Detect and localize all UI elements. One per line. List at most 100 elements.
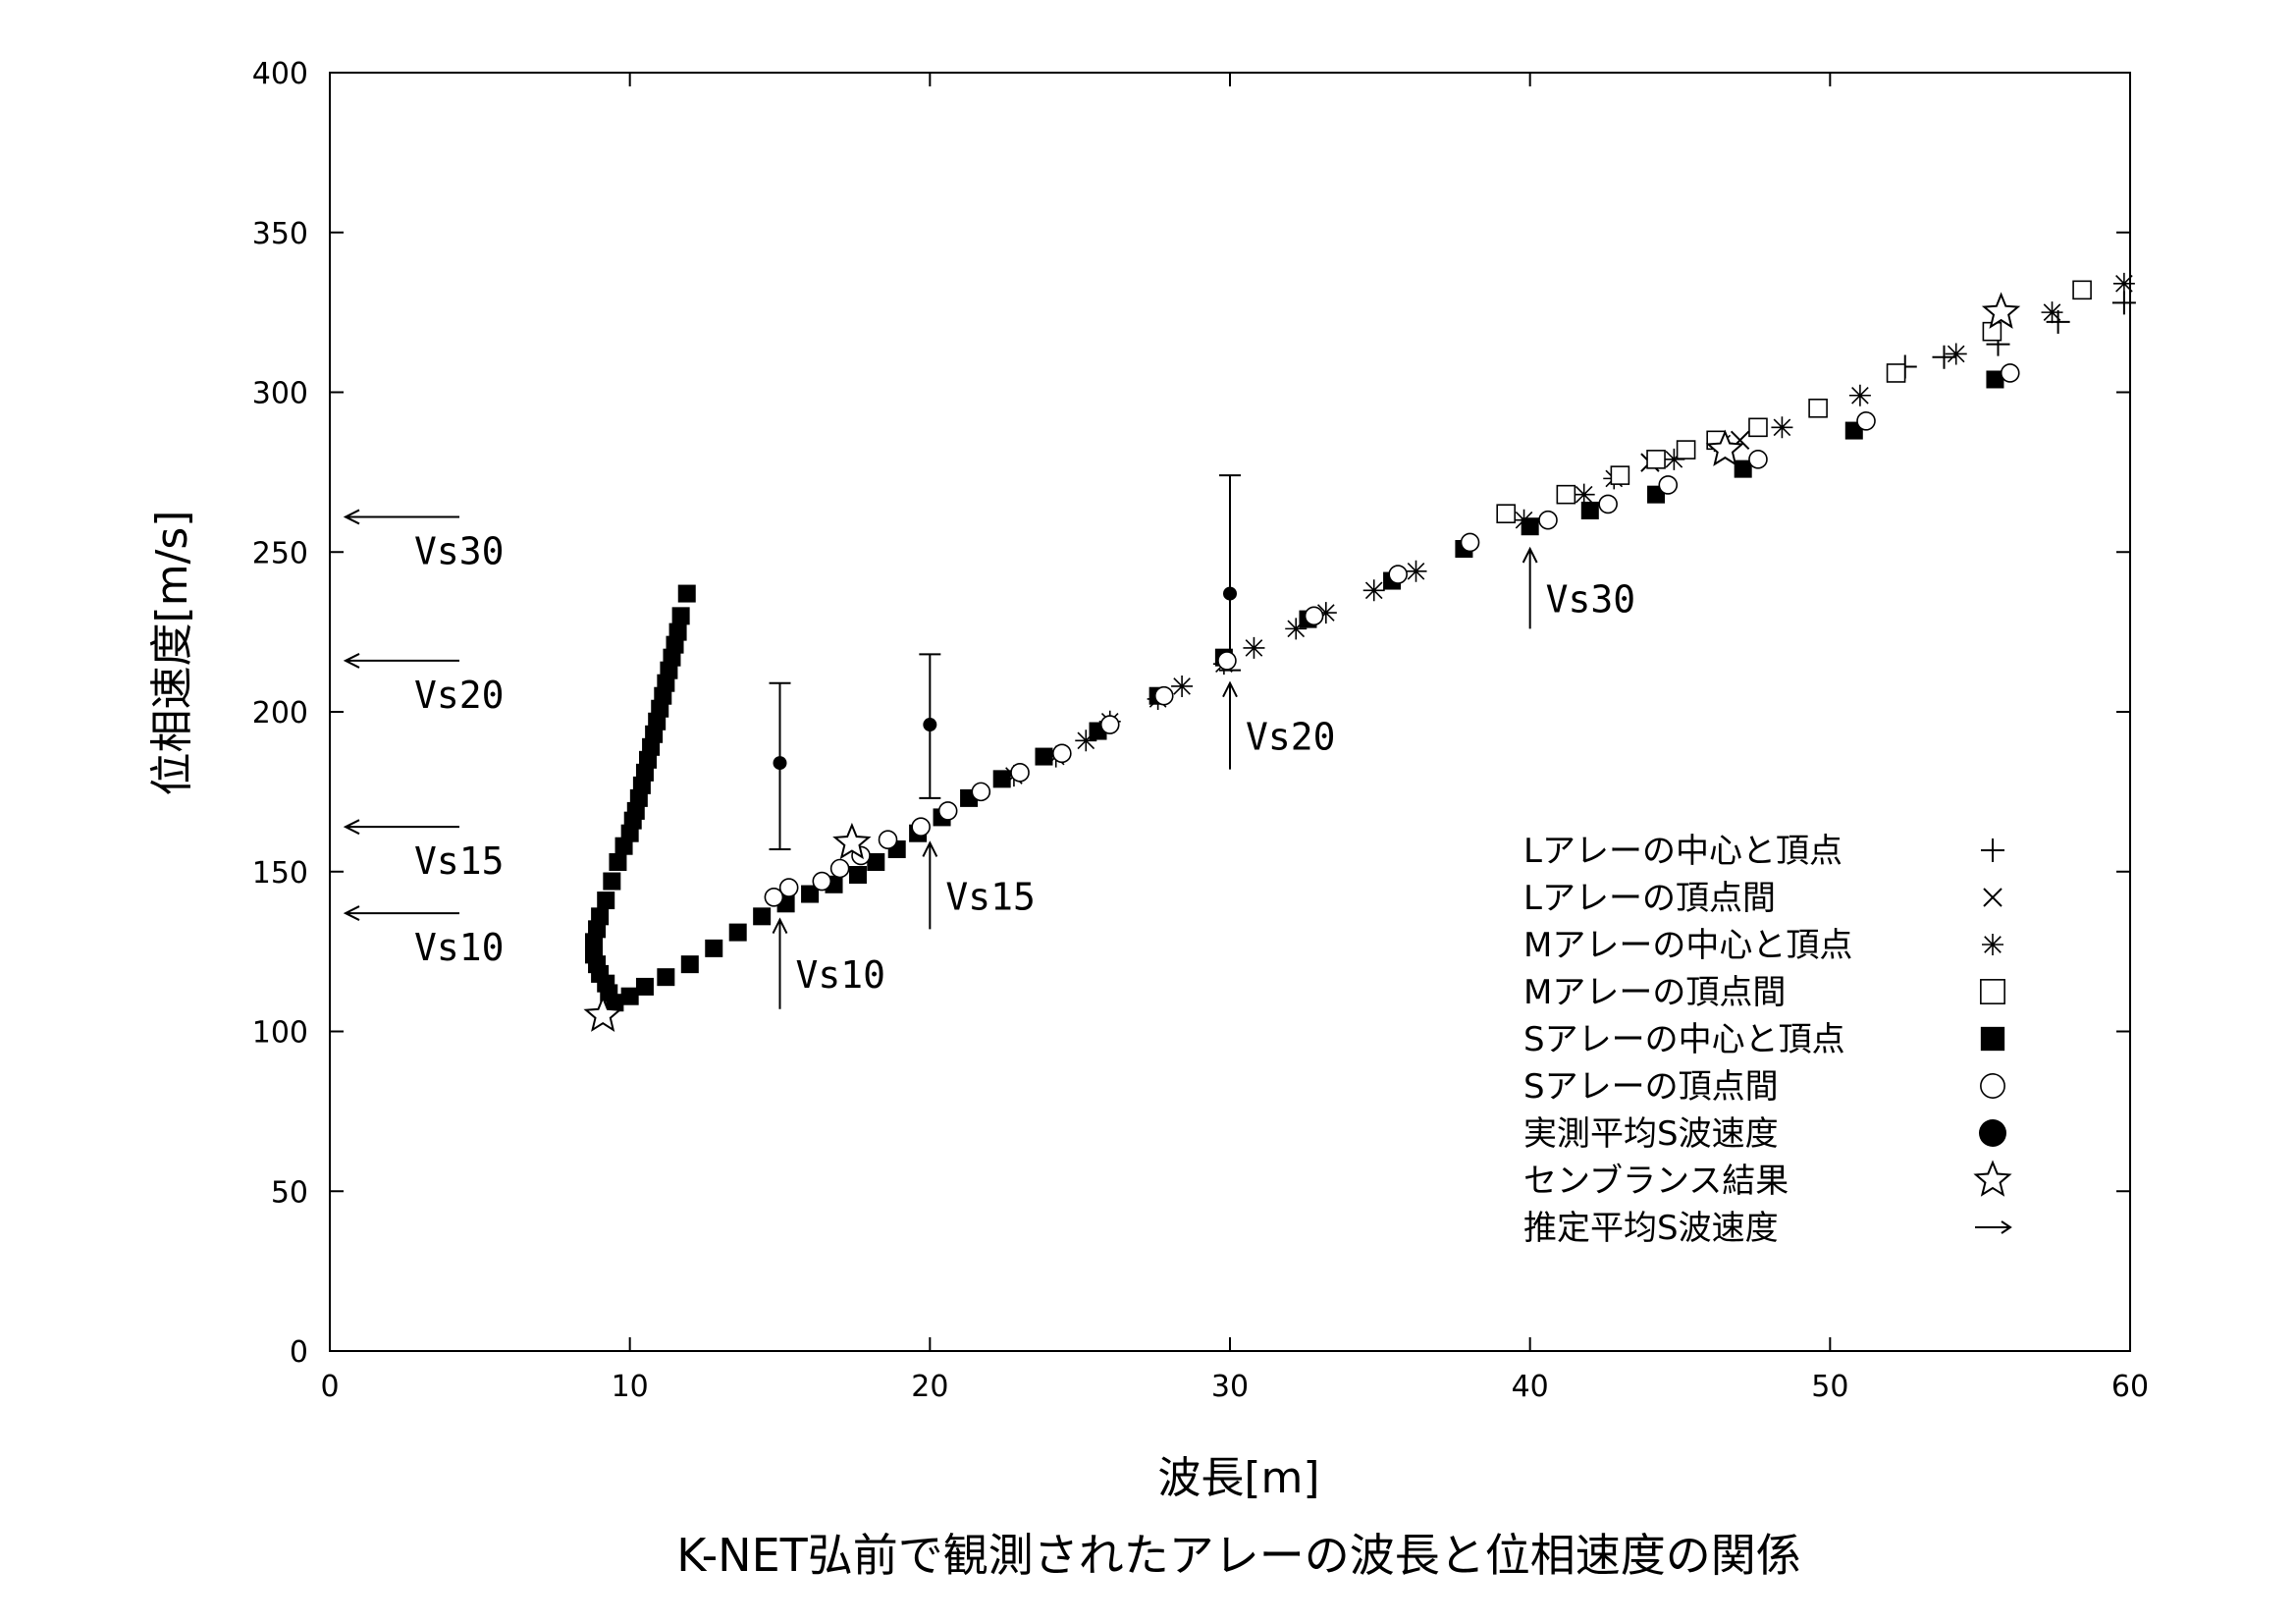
open-circle-marker bbox=[1598, 494, 1618, 514]
asterisk-marker bbox=[2041, 301, 2063, 324]
asterisk-marker bbox=[2112, 272, 2135, 295]
figure-caption: K-NET弘前で観測されたアレーの波長と位相速度の関係 bbox=[676, 1529, 1801, 1582]
vs-arrow-vertical bbox=[772, 917, 788, 1009]
y-tick-label: 200 bbox=[252, 696, 308, 730]
arrow-marker bbox=[1975, 1220, 2012, 1234]
asterisk-marker bbox=[1982, 934, 2003, 955]
vs-arrow-label: Vs30 bbox=[414, 529, 505, 572]
asterisk-marker bbox=[1314, 602, 1337, 624]
star-marker bbox=[832, 822, 872, 860]
vs-arrow-vertical bbox=[1222, 680, 1238, 770]
open-square-marker bbox=[1646, 450, 1666, 469]
plus-marker bbox=[2046, 309, 2070, 334]
filled-circle-marker bbox=[923, 718, 937, 732]
x-axis-label: 波長[m] bbox=[1157, 1453, 1319, 1503]
star-marker bbox=[1981, 292, 2021, 329]
filled-square-marker bbox=[677, 584, 696, 603]
open-circle-marker bbox=[911, 817, 931, 837]
open-circle-marker bbox=[1388, 565, 1408, 584]
legend-label: 推定平均S波速度 bbox=[1523, 1209, 1779, 1248]
open-circle-marker bbox=[1658, 475, 1679, 495]
open-square-marker bbox=[1748, 417, 1768, 438]
filled-square-marker bbox=[680, 955, 699, 974]
asterisk-marker bbox=[1075, 730, 1097, 752]
legend-label: Sアレーの中心と頂点 bbox=[1523, 1020, 1845, 1059]
legend-label: Lアレーの頂点間 bbox=[1523, 879, 1776, 918]
filled-square-marker bbox=[609, 852, 627, 871]
vs-arrow-label: Vs20 bbox=[414, 674, 505, 717]
error-bar bbox=[1219, 474, 1241, 672]
filled-square-marker bbox=[671, 607, 690, 625]
y-tick-label: 350 bbox=[252, 217, 308, 251]
asterisk-marker bbox=[1285, 618, 1308, 640]
filled-square-marker bbox=[597, 892, 615, 910]
axes: 0 10 20 30 40 50 60 0 50 100 150 200 250 300 350 400 bbox=[252, 57, 2149, 1404]
open-square-marker bbox=[1808, 398, 1828, 418]
vs-arrow-horizontal bbox=[343, 905, 459, 921]
legend-label: Mアレーの頂点間 bbox=[1523, 973, 1786, 1012]
open-circle-marker bbox=[1153, 685, 1174, 706]
asterisk-marker bbox=[1848, 384, 1871, 406]
filled-square-marker bbox=[1035, 747, 1053, 766]
asterisk-marker bbox=[1362, 579, 1385, 602]
open-circle-marker bbox=[778, 878, 799, 897]
filled-square-marker bbox=[848, 866, 867, 885]
open-square-marker bbox=[1886, 363, 1906, 383]
vs-arrow-label: Vs10 bbox=[796, 953, 886, 997]
y-tick-label: 0 bbox=[290, 1335, 308, 1370]
open-circle-marker bbox=[1052, 743, 1072, 764]
open-circle-marker bbox=[764, 887, 784, 907]
filled-square-marker bbox=[992, 770, 1011, 788]
filled-circle-marker bbox=[1223, 586, 1237, 601]
y-tick-label: 50 bbox=[271, 1175, 308, 1210]
filled-square-marker bbox=[1521, 517, 1539, 536]
legend-label: センブランス結果 bbox=[1523, 1162, 1789, 1201]
filled-square-marker bbox=[705, 939, 723, 957]
open-square-marker bbox=[1676, 440, 1696, 460]
legend: Lアレーの中心と頂点 Lアレーの頂点間 Mアレーの中心と頂点 Mアレーの頂点間 Sアレー… bbox=[1523, 832, 2012, 1248]
x-tick-label: 30 bbox=[1211, 1370, 1249, 1404]
y-tick-label: 300 bbox=[252, 377, 308, 411]
open-circle-marker bbox=[1538, 510, 1558, 530]
legend-label: Lアレーの中心と頂点 bbox=[1523, 832, 1842, 871]
y-tick-label: 150 bbox=[252, 856, 308, 891]
open-circle-marker bbox=[1304, 606, 1324, 626]
open-circle-marker bbox=[1217, 651, 1237, 671]
filled-square-marker bbox=[753, 907, 772, 926]
open-square-marker bbox=[1556, 484, 1576, 505]
asterisk-marker bbox=[1945, 343, 1967, 365]
vs-arrow-label: Vs30 bbox=[1546, 578, 1636, 622]
legend-label: Sアレーの頂点間 bbox=[1523, 1067, 1779, 1107]
plus-marker bbox=[1981, 839, 2004, 862]
vs-arrow-label: Vs10 bbox=[414, 926, 505, 969]
filled-square-marker bbox=[728, 923, 747, 942]
star-marker bbox=[1973, 1160, 2012, 1197]
open-circle-marker bbox=[2000, 363, 2020, 383]
x-tick-label: 50 bbox=[1811, 1370, 1848, 1404]
open-circle-marker bbox=[1856, 410, 1876, 431]
y-tick-label: 400 bbox=[252, 57, 308, 91]
open-square-marker bbox=[1496, 504, 1517, 523]
filled-circle-marker bbox=[773, 756, 787, 771]
open-square-marker bbox=[1610, 465, 1630, 485]
legend-label: 実測平均S波速度 bbox=[1523, 1114, 1779, 1154]
open-circle-marker bbox=[971, 782, 991, 802]
open-circle-marker bbox=[1748, 450, 1768, 469]
open-circle-marker bbox=[1010, 763, 1030, 783]
open-circle-marker bbox=[1460, 532, 1480, 553]
open-square-marker bbox=[1980, 979, 2005, 1004]
filled-square-marker bbox=[1980, 1026, 2005, 1052]
x-tick-label: 60 bbox=[2111, 1370, 2149, 1404]
vs-arrow-label: Vs15 bbox=[414, 839, 505, 883]
legend-label: Mアレーの中心と頂点 bbox=[1523, 926, 1852, 965]
open-circle-marker bbox=[937, 801, 958, 821]
plus-marker bbox=[2111, 291, 2136, 315]
asterisk-marker bbox=[1663, 448, 1685, 470]
vs-arrow-horizontal bbox=[343, 509, 459, 525]
vs-arrow-label: Vs15 bbox=[945, 875, 1036, 918]
vs-arrow-horizontal bbox=[343, 653, 459, 669]
cross-marker bbox=[1983, 888, 2002, 907]
data-marks: Vs30 Vs20 Vs15 Vs10 Vs10 Vs15 Vs20 Vs30 bbox=[343, 272, 2136, 1032]
open-circle-marker bbox=[1099, 715, 1120, 734]
